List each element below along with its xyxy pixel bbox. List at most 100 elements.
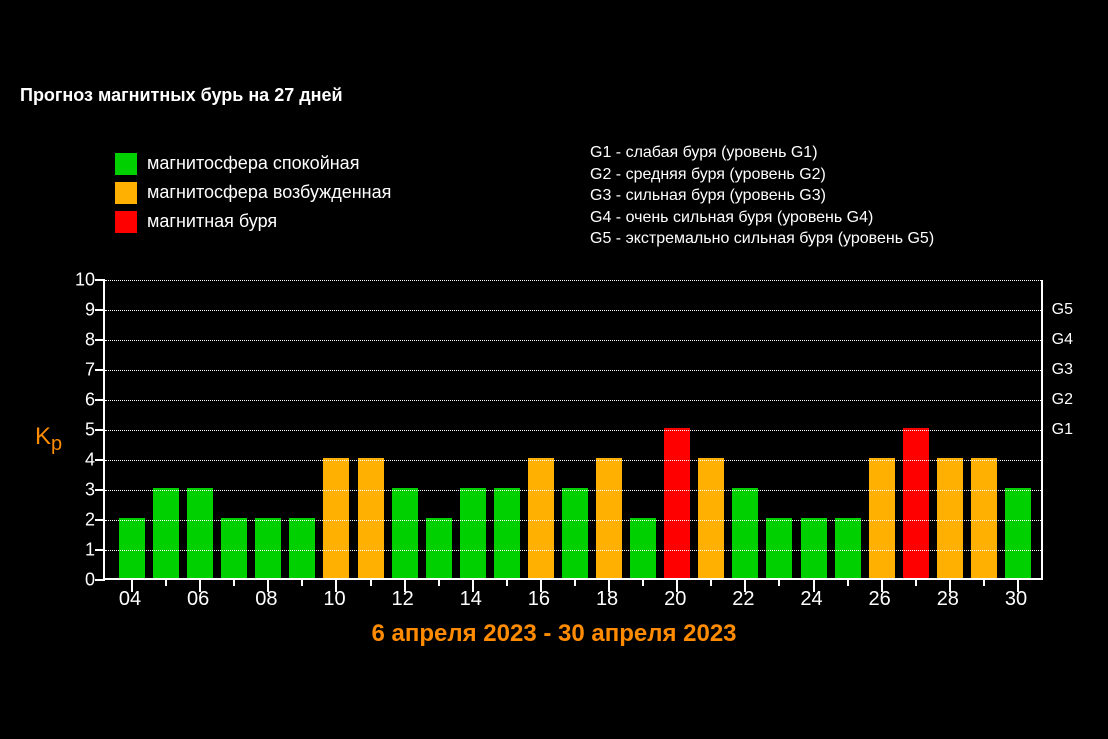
legend-label: магнитосфера возбужденная <box>147 179 391 206</box>
x-tick-label: 20 <box>664 588 686 611</box>
y-tick-label: 2 <box>70 510 95 531</box>
x-tick-minor <box>506 578 508 586</box>
legend-label: магнитосфера спокойная <box>147 150 359 177</box>
y-tick <box>95 429 105 431</box>
y-tick-label: 0 <box>70 570 95 591</box>
grid-line <box>105 430 1041 431</box>
x-tick-label: 04 <box>119 588 141 611</box>
bar <box>528 458 554 578</box>
right-scale-label: G1 <box>1052 421 1073 439</box>
y-tick <box>95 519 105 521</box>
x-tick-minor <box>710 578 712 586</box>
legend-colors: магнитосфера спокойнаямагнитосфера возбу… <box>115 150 391 237</box>
bar <box>664 428 690 578</box>
y-tick-label: 6 <box>70 390 95 411</box>
right-scale-label: G4 <box>1052 331 1073 349</box>
bar <box>358 458 384 578</box>
x-tick-label: 12 <box>392 588 414 611</box>
bar <box>766 518 792 578</box>
x-tick-label: 14 <box>460 588 482 611</box>
x-tick-label: 30 <box>1005 588 1027 611</box>
bar <box>426 518 452 578</box>
x-tick-label: 28 <box>937 588 959 611</box>
right-scale-label: G5 <box>1052 301 1073 319</box>
x-tick-minor <box>778 578 780 586</box>
g-scale-line: G4 - очень сильная буря (уровень G4) <box>590 207 934 229</box>
x-tick-label: 08 <box>255 588 277 611</box>
bar <box>119 518 145 578</box>
x-tick-minor <box>438 578 440 586</box>
x-tick-minor <box>983 578 985 586</box>
grid-line <box>105 400 1041 401</box>
y-tick-label: 7 <box>70 360 95 381</box>
bar <box>971 458 997 578</box>
bar <box>289 518 315 578</box>
x-tick-label: 18 <box>596 588 618 611</box>
y-tick-label: 4 <box>70 450 95 471</box>
bar <box>1005 488 1031 578</box>
y-tick-label: 9 <box>70 300 95 321</box>
bar <box>937 458 963 578</box>
legend-label: магнитная буря <box>147 208 277 235</box>
x-tick-label: 16 <box>528 588 550 611</box>
g-scale-line: G3 - сильная буря (уровень G3) <box>590 185 934 207</box>
y-tick-label: 1 <box>70 540 95 561</box>
y-tick <box>95 579 105 581</box>
y-tick-label: 5 <box>70 420 95 441</box>
bar <box>460 488 486 578</box>
y-tick <box>95 309 105 311</box>
bar <box>698 458 724 578</box>
legend-row: магнитосфера возбужденная <box>115 179 391 206</box>
y-tick <box>95 339 105 341</box>
x-tick-minor <box>370 578 372 586</box>
grid-line <box>105 280 1041 281</box>
x-tick-minor <box>574 578 576 586</box>
y-tick <box>95 489 105 491</box>
grid-line <box>105 340 1041 341</box>
bar <box>630 518 656 578</box>
bar <box>835 518 861 578</box>
legend-swatch <box>115 182 137 204</box>
bar <box>732 488 758 578</box>
grid-line <box>105 520 1041 521</box>
x-tick-minor <box>915 578 917 586</box>
bar <box>255 518 281 578</box>
x-tick-label: 26 <box>869 588 891 611</box>
x-tick-label: 24 <box>800 588 822 611</box>
bar <box>153 488 179 578</box>
x-tick-label: 10 <box>323 588 345 611</box>
x-tick-minor <box>642 578 644 586</box>
y-tick-label: 10 <box>70 270 95 291</box>
g-scale-line: G5 - экстремально сильная буря (уровень … <box>590 228 934 250</box>
bar <box>494 488 520 578</box>
bar <box>903 428 929 578</box>
y-tick <box>95 459 105 461</box>
y-tick <box>95 399 105 401</box>
grid-line <box>105 310 1041 311</box>
bar <box>187 488 213 578</box>
grid-line <box>105 490 1041 491</box>
grid-line <box>105 460 1041 461</box>
x-tick-minor <box>847 578 849 586</box>
y-tick-label: 3 <box>70 480 95 501</box>
bar <box>562 488 588 578</box>
grid-line <box>105 550 1041 551</box>
x-tick-minor <box>165 578 167 586</box>
g-scale-line: G2 - средняя буря (уровень G2) <box>590 164 934 186</box>
legend-row: магнитосфера спокойная <box>115 150 391 177</box>
x-tick-minor <box>233 578 235 586</box>
x-tick-minor <box>301 578 303 586</box>
date-range-label: 6 апреля 2023 - 30 апреля 2023 <box>0 620 1108 648</box>
legend-row: магнитная буря <box>115 208 391 235</box>
legend-g-scale: G1 - слабая буря (уровень G1)G2 - средня… <box>590 142 934 250</box>
y-tick <box>95 279 105 281</box>
bars-container <box>105 280 1041 578</box>
right-scale-label: G2 <box>1052 391 1073 409</box>
bar <box>323 458 349 578</box>
bar <box>596 458 622 578</box>
bar <box>221 518 247 578</box>
y-axis-label: Kp <box>35 423 62 456</box>
y-tick-label: 8 <box>70 330 95 351</box>
legend-swatch <box>115 153 137 175</box>
grid-line <box>105 370 1041 371</box>
